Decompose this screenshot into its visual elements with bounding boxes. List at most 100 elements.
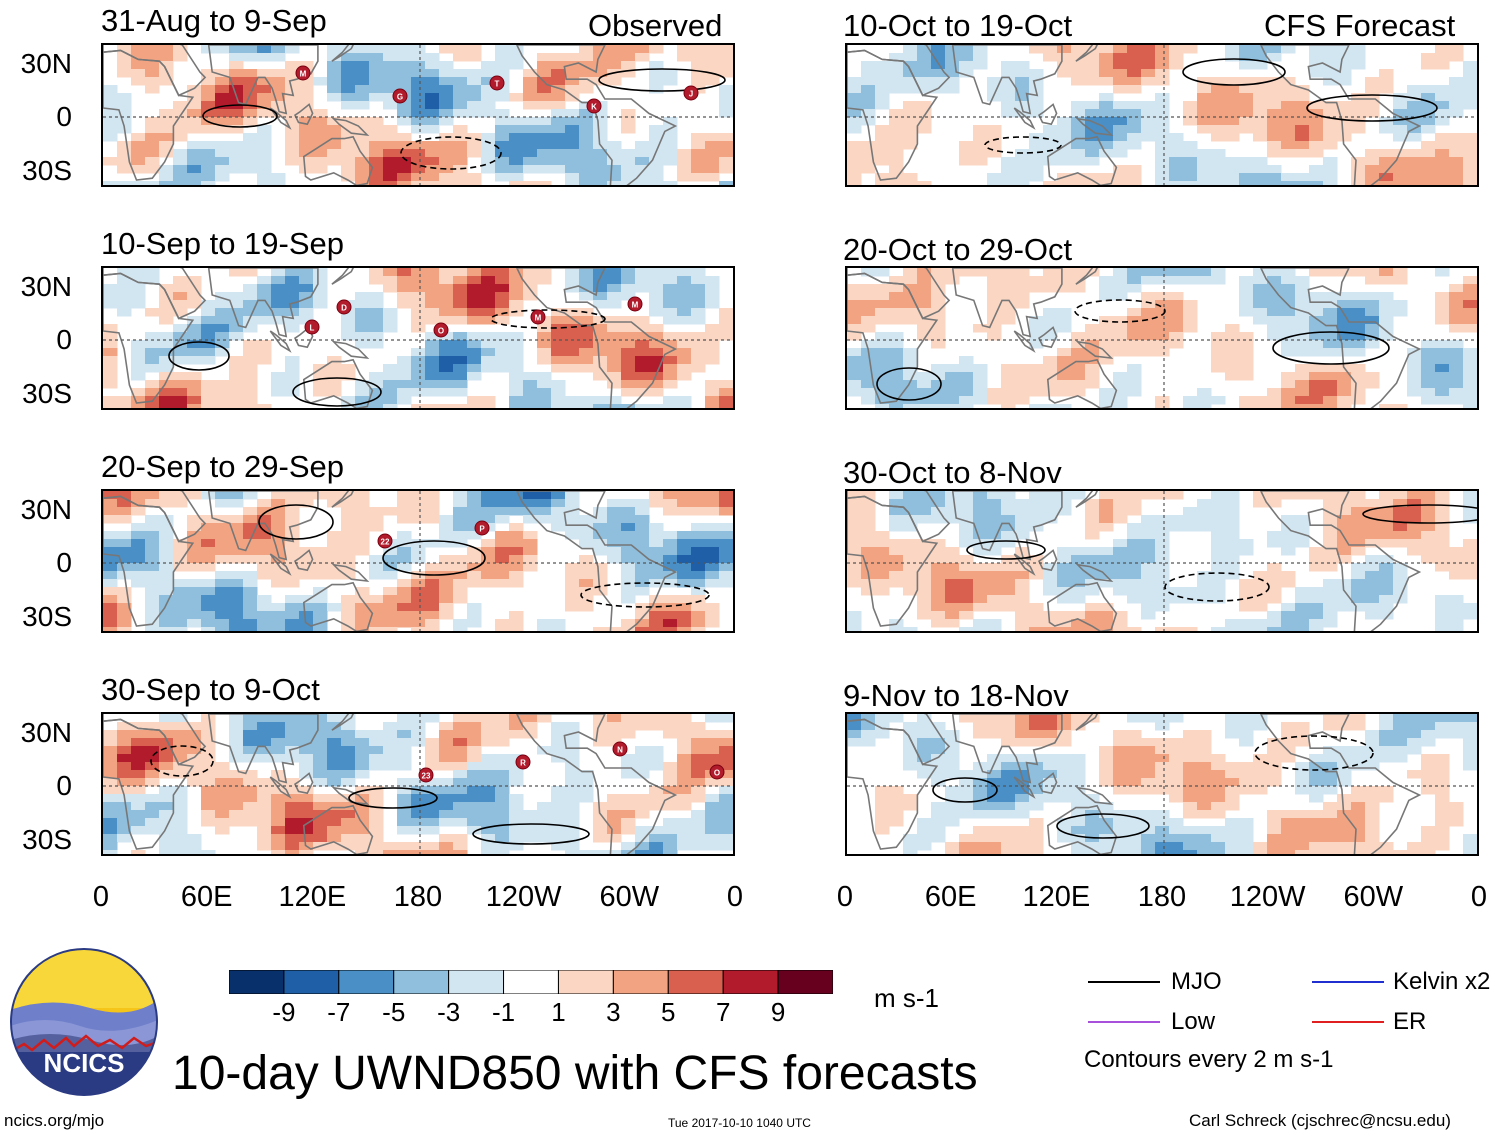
anomaly-cell [1197, 85, 1212, 94]
anomaly-cell [481, 308, 496, 317]
anomaly-cell [215, 523, 230, 532]
anomaly-cell [1057, 627, 1072, 631]
anomaly-cell [1379, 404, 1394, 408]
anomaly-cell [257, 292, 272, 301]
anomaly-cell [1015, 372, 1030, 381]
anomaly-cell [1085, 714, 1100, 723]
anomaly-cell [187, 555, 202, 564]
anomaly-cell [397, 619, 412, 628]
anomaly-cell [1043, 133, 1058, 142]
colorbar-swatch [612, 969, 669, 995]
anomaly-cell [861, 117, 876, 126]
anomaly-cell [1435, 595, 1450, 604]
anomaly-cell [187, 595, 202, 604]
anomaly-cell [243, 714, 258, 723]
anomaly-cell [453, 372, 468, 381]
anomaly-cell [1337, 539, 1352, 548]
anomaly-cell [621, 348, 636, 357]
anomaly-cell [1421, 117, 1436, 126]
anomaly-cell [593, 340, 608, 349]
anomaly-cell [1449, 308, 1464, 317]
anomaly-cell [453, 316, 468, 325]
anomaly-cell [537, 802, 552, 811]
anomaly-cell [551, 53, 566, 62]
anomaly-cell [945, 491, 960, 500]
anomaly-cell [889, 380, 904, 389]
anomaly-cell [889, 284, 904, 293]
anomaly-cell [1127, 818, 1142, 827]
anomaly-cell [1029, 324, 1044, 333]
anomaly-cell [1337, 300, 1352, 309]
anomaly-cell [959, 268, 974, 277]
anomaly-cell [691, 603, 706, 612]
anomaly-cell [523, 372, 538, 381]
anomaly-cell [1365, 372, 1380, 381]
anomaly-cell [1029, 77, 1044, 86]
anomaly-cell [973, 770, 988, 779]
anomaly-cell [495, 802, 510, 811]
anomaly-cell [903, 268, 918, 277]
anomaly-cell [383, 404, 398, 408]
anomaly-cell [621, 619, 636, 628]
anomaly-cell [691, 284, 706, 293]
anomaly-cell [1295, 730, 1310, 739]
anomaly-cell [1141, 77, 1156, 86]
anomaly-cell [243, 722, 258, 731]
anomaly-cell [1211, 770, 1226, 779]
anomaly-cell [973, 619, 988, 628]
anomaly-cell [215, 587, 230, 596]
anomaly-cell [1337, 722, 1352, 731]
anomaly-cell [1085, 101, 1100, 110]
anomaly-cell [691, 619, 706, 628]
forecast-label: CFS Forecast [1264, 8, 1456, 43]
anomaly-cell [1351, 491, 1366, 500]
anomaly-cell [1127, 181, 1142, 185]
anomaly-cell [1141, 539, 1156, 548]
anomaly-cell [229, 746, 244, 755]
anomaly-cell [1225, 93, 1240, 102]
anomaly-cell [1001, 109, 1016, 118]
anomaly-cell [903, 141, 918, 150]
anomaly-cell [1267, 818, 1282, 827]
anomaly-cell [1449, 714, 1464, 723]
anomaly-cell [229, 364, 244, 373]
anomaly-cell [917, 603, 932, 612]
anomaly-cell [1085, 794, 1100, 803]
anomaly-cell [215, 579, 230, 588]
anomaly-cell [1323, 292, 1338, 301]
anomaly-cell [201, 778, 216, 787]
anomaly-cell [145, 778, 160, 787]
anomaly-cell [903, 109, 918, 118]
anomaly-cell [439, 611, 454, 620]
anomaly-cell [1435, 619, 1450, 628]
anomaly-cell [691, 547, 706, 556]
anomaly-cell [271, 388, 286, 397]
anomaly-cell [1337, 834, 1352, 843]
anomaly-cell [663, 316, 678, 325]
anomaly-cell [1043, 276, 1058, 285]
anomaly-cell [1015, 284, 1030, 293]
anomaly-cell [425, 491, 440, 500]
anomaly-cell [1351, 507, 1366, 516]
anomaly-cell [1071, 842, 1086, 851]
anomaly-cell [1281, 117, 1296, 126]
anomaly-cell [285, 364, 300, 373]
anomaly-cell [1337, 770, 1352, 779]
anomaly-cell [313, 563, 328, 572]
anomaly-cell [215, 292, 230, 301]
anomaly-cell [243, 810, 258, 819]
anomaly-cell [467, 571, 482, 580]
footer-url[interactable]: ncics.org/mjo [4, 1111, 105, 1130]
anomaly-cell [1351, 523, 1366, 532]
anomaly-cell [481, 722, 496, 731]
anomaly-cell [481, 842, 496, 851]
anomaly-cell [621, 794, 636, 803]
anomaly-cell [453, 507, 468, 516]
anomaly-cell [453, 292, 468, 301]
anomaly-cell [1001, 69, 1016, 78]
anomaly-cell [369, 746, 384, 755]
anomaly-cell [1127, 507, 1142, 516]
anomaly-cell [1071, 173, 1086, 182]
anomaly-cell [299, 810, 314, 819]
anomaly-cell [1337, 778, 1352, 787]
